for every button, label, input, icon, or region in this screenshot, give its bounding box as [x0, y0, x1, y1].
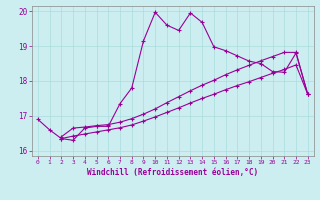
X-axis label: Windchill (Refroidissement éolien,°C): Windchill (Refroidissement éolien,°C) [87, 168, 258, 177]
